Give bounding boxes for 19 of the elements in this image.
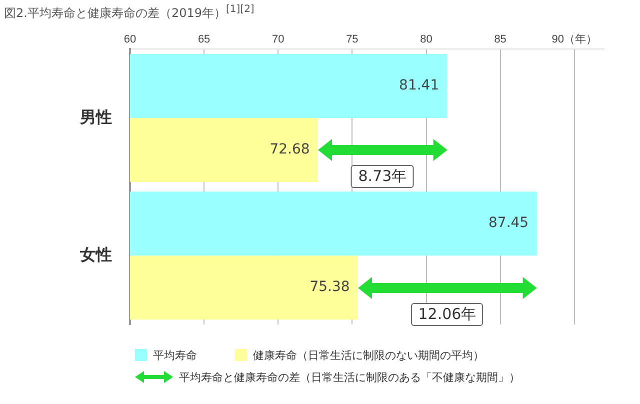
x-tick-label: 80 xyxy=(420,34,432,46)
y-tick-label: 女性 xyxy=(79,246,112,264)
annotation: 8.73年 xyxy=(351,164,414,188)
data-label: 75.38 xyxy=(310,279,350,296)
x-tick-label: 60 xyxy=(124,34,136,46)
x-tick-label: 90（年） xyxy=(552,34,597,46)
x-tick-label: 75 xyxy=(346,34,358,46)
x-tick-label: 70 xyxy=(272,34,284,46)
y-tick-label: 男性 xyxy=(79,108,112,126)
chart-title: 図2.平均寿命と健康寿命の差（2019年）$^{[1][2]}$ xyxy=(4,4,254,22)
x-tick-label: 85 xyxy=(494,34,506,46)
data-label: 81.41 xyxy=(399,78,440,94)
legend-label: 健康寿命（日常生活に制限のない期間の平均） xyxy=(253,348,484,362)
data-label: 87.45 xyxy=(488,215,529,232)
x-tick-label: 65 xyxy=(198,34,210,46)
data-label: 72.68 xyxy=(270,142,310,158)
legend-label: 平均寿命 xyxy=(153,348,197,362)
text: 平均寿命と健康寿命の差（日常生活に制限のある「不健康な期間」） xyxy=(179,370,520,384)
annotation: 12.06年 xyxy=(411,302,484,326)
